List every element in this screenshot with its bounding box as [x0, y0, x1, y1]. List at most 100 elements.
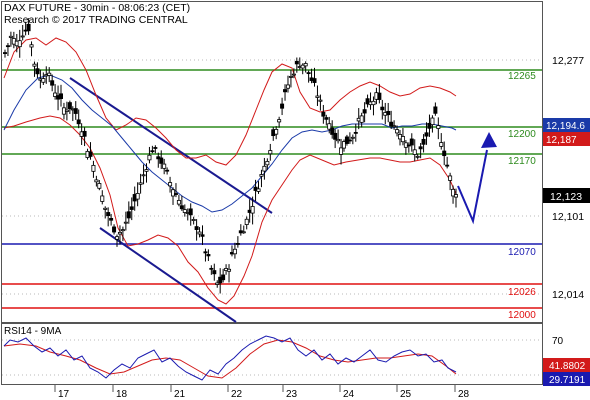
candle-body — [176, 200, 181, 205]
candle-body — [421, 138, 426, 145]
candle-body — [67, 102, 72, 110]
candle-body — [159, 157, 164, 164]
candle-body — [129, 206, 134, 210]
candle-body — [144, 169, 149, 172]
price-panel-frame — [1, 1, 543, 323]
candle-body — [371, 100, 376, 106]
candle-body — [324, 117, 329, 120]
candle-body — [171, 189, 176, 197]
candle-body — [451, 188, 456, 197]
x-tick-label: 23 — [286, 389, 298, 400]
candle-body — [94, 179, 99, 183]
candle-body — [64, 109, 69, 112]
candle-body — [285, 84, 290, 89]
candle-body — [97, 183, 102, 189]
candle-body — [200, 234, 205, 237]
level-label: 12026 — [508, 287, 536, 298]
x-tick-label: 24 — [343, 389, 355, 400]
chart-title: DAX FUTURE - 30min - 08:06:23 (CET) — [4, 2, 190, 14]
candle-body — [194, 226, 199, 230]
price-badges: 12,194.6 12,187 12,123 — [543, 118, 590, 203]
y-tick-label: 12,101 — [552, 211, 584, 223]
bollinger-upper-band — [3, 37, 457, 166]
candle-body — [138, 182, 143, 185]
x-tick-label: 28 — [458, 389, 470, 400]
candle-body — [280, 103, 285, 109]
candle-body — [395, 129, 400, 134]
candle-body — [409, 138, 414, 146]
candle-body — [5, 45, 10, 48]
forecast-arrow — [457, 132, 497, 225]
candle-body — [73, 108, 78, 114]
chart-subtitle: Research © 2017 TRADING CENTRAL — [4, 14, 188, 26]
candle-body — [291, 73, 296, 76]
candle-body — [8, 35, 13, 38]
level-label: 12170 — [508, 156, 536, 167]
candle-body — [150, 150, 155, 153]
candle-body — [327, 123, 332, 130]
candle-body — [41, 78, 46, 83]
candle-body — [315, 95, 320, 98]
candle-body — [20, 35, 25, 38]
rsi-badge-bg — [543, 358, 590, 372]
candle-body — [339, 147, 344, 155]
candle-body — [232, 248, 237, 255]
candle-body — [268, 150, 273, 155]
candle-body — [341, 141, 346, 149]
candle-body — [173, 193, 178, 195]
candle-body — [365, 98, 370, 105]
candle-body — [165, 169, 170, 172]
candle-body — [76, 119, 81, 125]
candle-body — [418, 146, 423, 150]
candle-body — [265, 160, 270, 166]
price-candles — [3, 18, 458, 294]
candle-body — [259, 174, 264, 177]
price-badge: 12,187 — [546, 135, 577, 146]
candle-body — [445, 164, 450, 167]
channel-lower-line — [99, 227, 237, 323]
rsi-line — [3, 335, 457, 381]
candle-body — [106, 212, 111, 217]
candle-body — [336, 138, 341, 142]
rsi-panel-frame — [1, 323, 543, 385]
y-tick-label: 12,014 — [552, 289, 584, 301]
candle-body — [209, 267, 214, 270]
candle-body — [235, 243, 240, 245]
candle-body — [32, 63, 37, 67]
y-tick-label: 12,277 — [552, 55, 584, 67]
candle-body — [436, 125, 441, 129]
candle-body — [50, 80, 55, 86]
level-label: 12265 — [508, 71, 536, 82]
level-label: 12000 — [508, 310, 536, 321]
candle-body — [162, 163, 167, 169]
candle-body — [353, 131, 358, 134]
candle-body — [91, 164, 96, 172]
candle-body — [350, 136, 355, 139]
x-tick-label: 25 — [400, 389, 412, 400]
candle-body — [117, 231, 122, 235]
candle-body — [53, 92, 58, 97]
candle-body — [288, 75, 293, 78]
candle-body — [256, 188, 261, 192]
candle-body — [29, 44, 34, 48]
candle-body — [212, 270, 217, 275]
candle-body — [283, 89, 288, 93]
candle-body — [100, 195, 105, 202]
candle-body — [274, 129, 279, 135]
forecast-path — [457, 149, 488, 225]
candle-body — [203, 251, 208, 254]
price-badge-bg — [543, 132, 590, 146]
levels: 12265 12200 12170 12070 12026 12000 — [2, 69, 542, 321]
rsi-ma-badge: 29.7191 — [549, 375, 586, 386]
candle-body — [347, 139, 352, 142]
rsi-badge: 41.8802 — [549, 361, 586, 372]
candle-body — [250, 206, 255, 214]
level-label: 12070 — [508, 247, 536, 258]
candle-body — [188, 208, 193, 216]
candle-body — [153, 147, 158, 149]
x-tick-label: 22 — [231, 389, 243, 400]
x-axis — [54, 385, 456, 392]
candle-body — [109, 217, 114, 221]
candle-body — [35, 68, 40, 75]
